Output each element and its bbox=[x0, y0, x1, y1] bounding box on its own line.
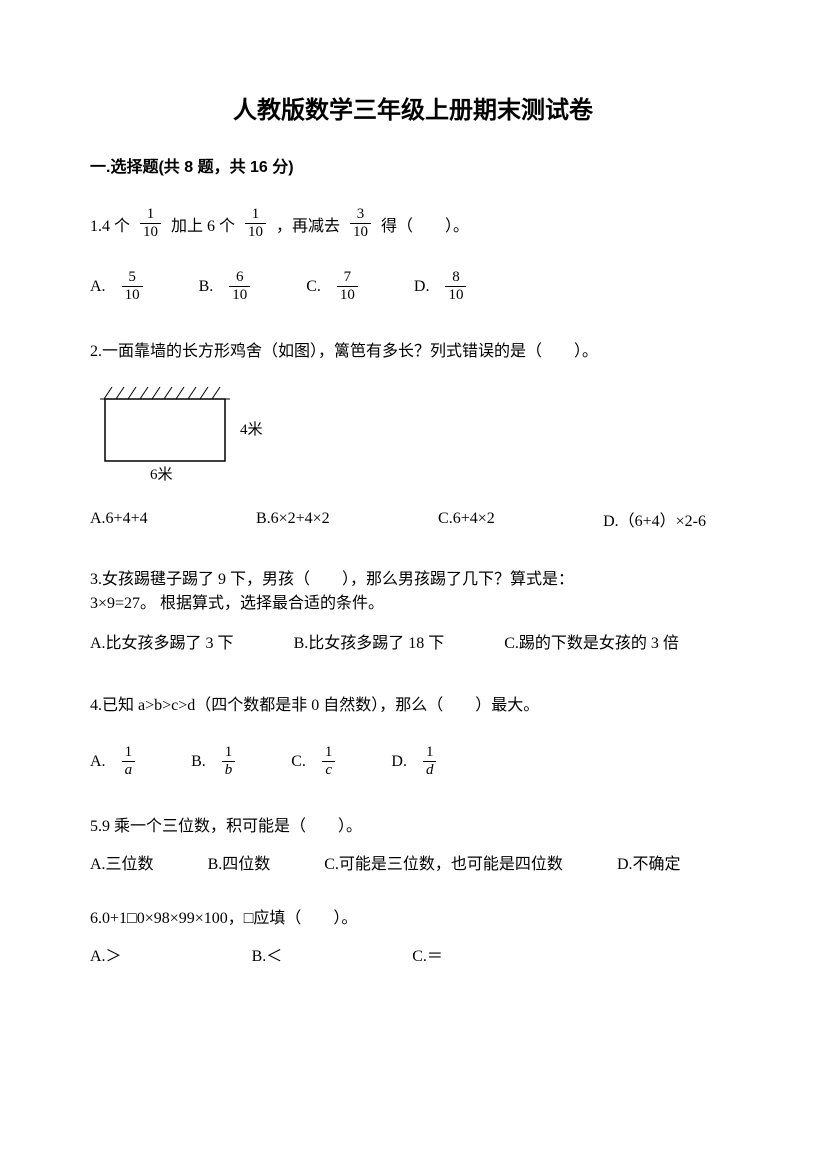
q4-option-c[interactable]: C. 1 c bbox=[291, 745, 341, 778]
q5-stem: 5.9 乘一个三位数，积可能是（ ）。 bbox=[90, 812, 736, 836]
q6-options: A.＞ B.＜ C.＝ bbox=[90, 942, 736, 966]
q4-stem: 4.已知 a>b>c>d（四个数都是非 0 自然数），那么（ ）最大。 bbox=[90, 691, 736, 715]
q2-option-d[interactable]: D.（6+4）×2-6 bbox=[603, 507, 706, 531]
q6-stem: 6.0+1□0×98×99×100，□应填（ ）。 bbox=[90, 904, 736, 928]
question-3: 3.女孩踢毽子踢了 9 下，男孩（ ），那么男孩踢了几下？算式是： 3×9=27… bbox=[90, 565, 736, 657]
q4-option-b[interactable]: B. 1 b bbox=[191, 745, 241, 778]
option-fraction: 8 10 bbox=[445, 270, 466, 303]
q1-frac-1: 1 10 bbox=[140, 207, 161, 240]
q1-option-b[interactable]: B. 6 10 bbox=[199, 270, 257, 303]
diagram-height-label: 4米 bbox=[240, 421, 263, 438]
q3-stem-line1: 3.女孩踢毽子踢了 9 下，男孩（ ），那么男孩踢了几下？算式是： bbox=[90, 565, 736, 589]
q4-option-d[interactable]: D. 1 d bbox=[391, 745, 442, 778]
q2-diagram: 4米 6米 bbox=[90, 379, 736, 489]
q1-option-d[interactable]: D. 8 10 bbox=[414, 270, 473, 303]
q1-option-a[interactable]: A. 5 10 bbox=[90, 270, 149, 303]
question-1: 1.4 个 1 10 加上 6 个 1 10 ，再减去 3 10 得（ ）。 A… bbox=[90, 207, 736, 303]
fraction-numerator: 1 bbox=[322, 745, 336, 761]
q4-option-a[interactable]: A. 1 a bbox=[90, 745, 141, 778]
fraction-denominator: 10 bbox=[140, 223, 161, 240]
fraction-numerator: 1 bbox=[249, 207, 263, 223]
q1-text-2: 加上 6 个 bbox=[171, 212, 235, 236]
q3-option-c[interactable]: C.踢的下数是女孩的 3 倍 bbox=[504, 629, 679, 653]
q1-text-3: ，再减去 bbox=[276, 212, 340, 236]
q1-options: A. 5 10 B. 6 10 C. 7 10 D. 8 10 bbox=[90, 270, 736, 303]
question-6: 6.0+1□0×98×99×100，□应填（ ）。 A.＞ B.＜ C.＝ bbox=[90, 904, 736, 966]
section-header: 一.选择题(共 8 题，共 16 分) bbox=[90, 153, 736, 177]
fraction-numerator: 1 bbox=[122, 745, 136, 761]
q2-stem: 2.一面靠墙的长方形鸡舍（如图），篱笆有多长？列式错误的是（ ）。 bbox=[90, 337, 736, 361]
q1-frac-2: 1 10 bbox=[245, 207, 266, 240]
option-fraction: 1 d bbox=[423, 745, 437, 778]
option-label: B. bbox=[199, 278, 214, 296]
option-fraction: 6 10 bbox=[229, 270, 250, 303]
fraction-denominator: 10 bbox=[350, 223, 371, 240]
q2-options: A.6+4+4 B.6×2+4×2 C.6+4×2 D.（6+4）×2-6 bbox=[90, 507, 736, 531]
option-label: C. bbox=[291, 753, 306, 771]
fraction-denominator: d bbox=[423, 761, 437, 778]
option-fraction: 1 c bbox=[322, 745, 336, 778]
fraction-numerator: 5 bbox=[125, 270, 139, 286]
fraction-denominator: a bbox=[122, 761, 136, 778]
q3-option-a[interactable]: A.比女孩多踢了 3 下 bbox=[90, 629, 234, 653]
fraction-denominator: 10 bbox=[337, 286, 358, 303]
q5-option-a[interactable]: A.三位数 bbox=[90, 856, 154, 873]
option-fraction: 1 a bbox=[122, 745, 136, 778]
q4-options: A. 1 a B. 1 b C. 1 c D. 1 d bbox=[90, 745, 736, 778]
q2-option-a[interactable]: A.6+4+4 bbox=[90, 507, 148, 531]
q1-stem: 1.4 个 1 10 加上 6 个 1 10 ，再减去 3 10 得（ ）。 bbox=[90, 207, 736, 240]
fraction-numerator: 3 bbox=[354, 207, 368, 223]
q1-text-1: 1.4 个 bbox=[90, 212, 130, 236]
page-title: 人教版数学三年级上册期末测试卷 bbox=[90, 90, 736, 125]
q2-option-b[interactable]: B.6×2+4×2 bbox=[256, 507, 330, 531]
q6-option-a[interactable]: A.＞ bbox=[90, 942, 122, 966]
q1-option-c[interactable]: C. 7 10 bbox=[306, 270, 364, 303]
fraction-denominator: c bbox=[322, 761, 335, 778]
q5-option-d[interactable]: D.不确定 bbox=[617, 856, 681, 873]
fraction-numerator: 1 bbox=[222, 745, 236, 761]
fraction-numerator: 6 bbox=[233, 270, 247, 286]
option-label: A. bbox=[90, 278, 106, 296]
diagram-width-label: 6米 bbox=[150, 466, 173, 483]
option-label: D. bbox=[391, 753, 407, 771]
q2-option-c[interactable]: C.6+4×2 bbox=[438, 507, 495, 531]
fraction-denominator: b bbox=[222, 761, 236, 778]
q5-options: A.三位数 B.四位数 C.可能是三位数，也可能是四位数 D.不确定 bbox=[90, 850, 736, 880]
q3-options: A.比女孩多踢了 3 下 B.比女孩多踢了 18 下 C.踢的下数是女孩的 3 … bbox=[90, 629, 736, 657]
q1-frac-3: 3 10 bbox=[350, 207, 371, 240]
fraction-denominator: 10 bbox=[122, 286, 143, 303]
fraction-denominator: 10 bbox=[245, 223, 266, 240]
fence-diagram-svg: 4米 6米 bbox=[90, 379, 290, 489]
q5-option-b[interactable]: B.四位数 bbox=[208, 856, 271, 873]
option-fraction: 5 10 bbox=[122, 270, 143, 303]
q1-text-4: 得（ ）。 bbox=[381, 212, 469, 236]
fraction-numerator: 7 bbox=[341, 270, 355, 286]
option-fraction: 7 10 bbox=[337, 270, 358, 303]
q6-option-c[interactable]: C.＝ bbox=[412, 942, 443, 966]
fraction-denominator: 10 bbox=[445, 286, 466, 303]
question-5: 5.9 乘一个三位数，积可能是（ ）。 A.三位数 B.四位数 C.可能是三位数… bbox=[90, 812, 736, 880]
option-label: B. bbox=[191, 753, 206, 771]
fraction-numerator: 1 bbox=[144, 207, 158, 223]
option-label: C. bbox=[306, 278, 321, 296]
q6-option-b[interactable]: B.＜ bbox=[252, 942, 283, 966]
fraction-numerator: 8 bbox=[449, 270, 463, 286]
q3-stem-line2: 3×9=27。 根据算式，选择最合适的条件。 bbox=[90, 589, 736, 613]
fraction-numerator: 1 bbox=[423, 745, 437, 761]
question-4: 4.已知 a>b>c>d（四个数都是非 0 自然数），那么（ ）最大。 A. 1… bbox=[90, 691, 736, 778]
q5-option-c[interactable]: C.可能是三位数，也可能是四位数 bbox=[324, 856, 563, 873]
option-label: D. bbox=[414, 278, 430, 296]
question-2: 2.一面靠墙的长方形鸡舍（如图），篱笆有多长？列式错误的是（ ）。 4米 6米 bbox=[90, 337, 736, 531]
option-fraction: 1 b bbox=[222, 745, 236, 778]
fraction-denominator: 10 bbox=[229, 286, 250, 303]
q3-option-b[interactable]: B.比女孩多踢了 18 下 bbox=[294, 629, 445, 653]
option-label: A. bbox=[90, 753, 106, 771]
